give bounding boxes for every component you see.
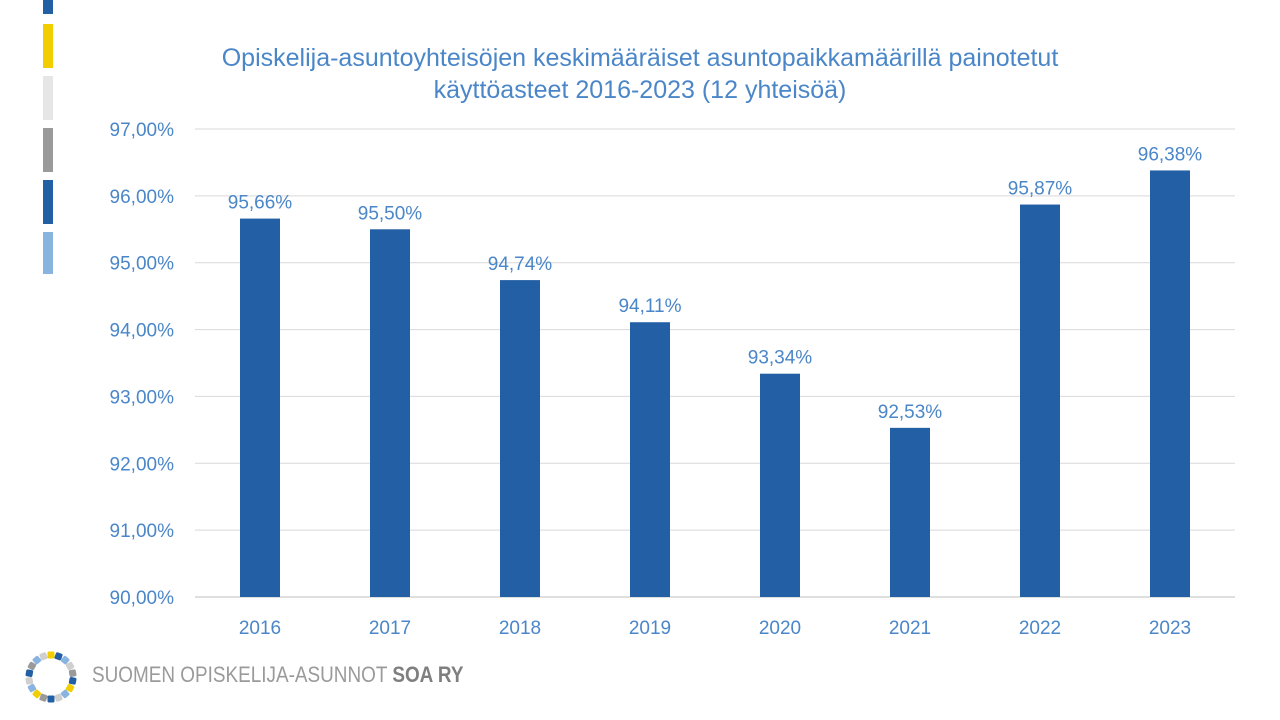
footer-organization-name: SUOMEN OPISKELIJA-ASUNNOT SOA RY: [92, 662, 463, 688]
data-label: 92,53%: [878, 402, 943, 423]
logo-dot: [39, 693, 48, 702]
data-label: 95,50%: [358, 203, 423, 224]
data-label: 93,34%: [748, 348, 813, 369]
logo-dot: [27, 661, 37, 671]
data-labels: 95,66% 95,50% 94,74% 94,11% 93,34% 92,53% 95,8…: [228, 144, 1203, 422]
x-tick-label: 2021: [889, 618, 931, 639]
logo-dot: [68, 677, 77, 685]
chart-title: Opiskelija-asuntoyhteisöjen keskimääräis…: [140, 42, 1140, 106]
x-tick-label: 2023: [1149, 618, 1191, 639]
side-stripe-4: [43, 128, 53, 172]
bar-2016: [240, 218, 280, 598]
logo-dot: [39, 652, 48, 661]
data-label: 94,74%: [488, 254, 553, 275]
logo-dot: [27, 683, 37, 693]
x-tick-label: 2020: [759, 618, 801, 639]
side-stripe-2: [43, 24, 53, 68]
y-tick-label: 95,00%: [110, 254, 175, 275]
x-tick-label: 2019: [629, 618, 671, 639]
y-tick-label: 93,00%: [110, 387, 175, 408]
x-tick-label: 2017: [369, 618, 411, 639]
data-label: 95,87%: [1008, 179, 1073, 200]
bar-2017: [370, 229, 410, 598]
side-stripe-3: [43, 76, 53, 120]
x-tick-label: 2022: [1019, 618, 1061, 639]
x-tick-label: 2018: [499, 618, 541, 639]
y-tick-label: 97,00%: [110, 120, 175, 141]
logo-dot: [32, 655, 42, 665]
data-label: 95,66%: [228, 193, 293, 214]
logo-dot: [47, 695, 55, 703]
logo-dot: [54, 693, 63, 702]
side-stripe-5: [43, 180, 53, 224]
chart-title-line-2: käyttöasteet 2016-2023 (12 yhteisöä): [433, 76, 847, 104]
logo-dot: [32, 689, 42, 699]
logo-dot: [68, 669, 77, 677]
y-tick-label: 92,00%: [110, 454, 175, 475]
bar-2020: [760, 373, 800, 597]
x-tick-label: 2016: [239, 618, 281, 639]
data-label: 96,38%: [1138, 144, 1203, 165]
logo-dot: [25, 669, 34, 677]
y-tick-label: 90,00%: [110, 588, 175, 609]
footer-name: SUOMEN OPISKELIJA-ASUNNOT: [92, 662, 388, 687]
bars: [240, 170, 1190, 598]
y-tick-label: 94,00%: [110, 321, 175, 342]
soa-logo: [25, 651, 77, 703]
y-tick-label: 96,00%: [110, 187, 175, 208]
bar-2018: [500, 280, 540, 597]
footer-abbreviation: SOA RY: [392, 662, 464, 687]
data-label: 94,11%: [618, 296, 681, 317]
logo-dot: [60, 689, 70, 699]
logo-dot: [60, 655, 70, 665]
chart-title-line-1: Opiskelija-asuntoyhteisöjen keskimääräis…: [221, 44, 1059, 72]
gridlines: [195, 128, 1235, 598]
side-stripe-6: [43, 232, 53, 274]
logo-dot: [65, 661, 75, 671]
side-stripe-1: [43, 0, 53, 14]
bar-2022: [1020, 204, 1060, 597]
logo-dot: [47, 651, 55, 659]
y-tick-label: 91,00%: [110, 521, 175, 542]
logo-dot: [54, 652, 63, 661]
bar-2023: [1150, 170, 1190, 598]
logo-dot: [65, 683, 75, 693]
logo-dot: [25, 677, 34, 685]
bar-2019: [630, 322, 670, 597]
bar-2021: [890, 427, 930, 597]
y-axis-tick-labels: 90,00% 91,00% 92,00% 93,00% 94,00% 95,00% 96,0…: [110, 120, 175, 609]
x-axis-tick-labels: 2016 2017 2018 2019 2020 2021 2022 2023: [239, 618, 1191, 639]
